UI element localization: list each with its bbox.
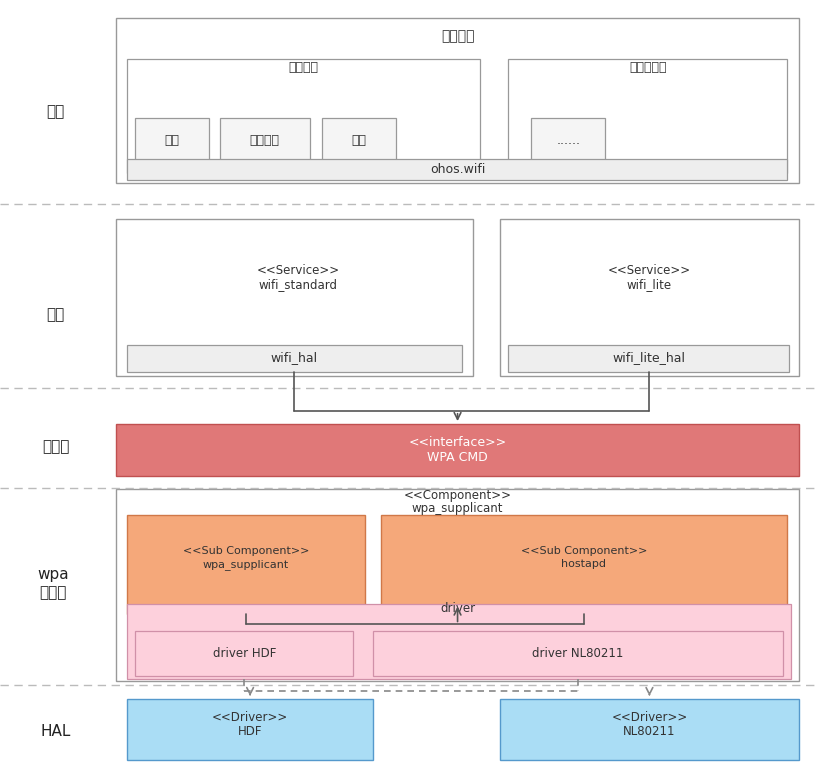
Text: ohos.wifi: ohos.wifi [429, 164, 485, 176]
Text: <<Driver>>: <<Driver>> [611, 711, 686, 723]
Text: 接口层: 接口层 [42, 439, 70, 455]
FancyBboxPatch shape [322, 118, 396, 164]
Text: wpa_supplicant: wpa_supplicant [202, 559, 289, 570]
FancyBboxPatch shape [373, 631, 782, 676]
Text: 第三方应用: 第三方应用 [628, 61, 666, 74]
Text: driver HDF: driver HDF [212, 647, 276, 660]
Text: wpa
协议栈: wpa 协议栈 [38, 568, 69, 600]
Text: <<Driver>>: <<Driver>> [212, 711, 287, 723]
Text: wifi_lite: wifi_lite [626, 278, 672, 290]
Text: <<Service>>: <<Service>> [607, 264, 690, 276]
FancyBboxPatch shape [116, 219, 473, 376]
FancyBboxPatch shape [500, 699, 799, 760]
Text: HDF: HDF [238, 725, 262, 737]
FancyBboxPatch shape [135, 631, 352, 676]
FancyBboxPatch shape [508, 59, 786, 173]
Text: hostapd: hostapd [561, 559, 605, 570]
Text: wifi_lite_hal: wifi_lite_hal [611, 352, 685, 364]
Text: 控制中心: 控制中心 [250, 134, 279, 147]
FancyBboxPatch shape [127, 345, 461, 372]
FancyBboxPatch shape [127, 604, 790, 679]
Text: ......: ...... [555, 134, 580, 147]
Text: 设置: 设置 [165, 134, 179, 147]
Text: <<Service>>: <<Service>> [256, 264, 340, 276]
Text: 应用: 应用 [47, 104, 65, 119]
Text: wifi_hal: wifi_hal [270, 352, 318, 364]
FancyBboxPatch shape [500, 219, 799, 376]
Text: <<Component>>: <<Component>> [403, 489, 511, 502]
FancyBboxPatch shape [381, 515, 786, 614]
Text: wpa_supplicant: wpa_supplicant [411, 502, 503, 515]
Text: HAL: HAL [40, 723, 71, 739]
FancyBboxPatch shape [116, 489, 798, 681]
Text: 工具: 工具 [351, 134, 366, 147]
Text: wifi_standard: wifi_standard [259, 278, 337, 290]
Text: 应用程序: 应用程序 [441, 29, 473, 43]
FancyBboxPatch shape [116, 18, 798, 183]
FancyBboxPatch shape [127, 59, 479, 173]
FancyBboxPatch shape [116, 424, 798, 476]
FancyBboxPatch shape [127, 515, 364, 614]
FancyBboxPatch shape [127, 159, 786, 180]
Text: WPA CMD: WPA CMD [427, 452, 487, 464]
FancyBboxPatch shape [508, 345, 788, 372]
Text: 系统应用: 系统应用 [288, 61, 318, 74]
Text: <<Sub Component>>: <<Sub Component>> [183, 545, 309, 556]
Text: <<interface>>: <<interface>> [408, 436, 506, 449]
Text: NL80211: NL80211 [622, 725, 675, 737]
FancyBboxPatch shape [219, 118, 310, 164]
Text: 服务: 服务 [47, 307, 65, 323]
FancyBboxPatch shape [531, 118, 604, 164]
FancyBboxPatch shape [135, 118, 209, 164]
FancyBboxPatch shape [127, 699, 373, 760]
Text: driver NL80211: driver NL80211 [532, 647, 623, 660]
Text: <<Sub Component>>: <<Sub Component>> [520, 545, 646, 556]
Text: driver: driver [440, 602, 474, 614]
